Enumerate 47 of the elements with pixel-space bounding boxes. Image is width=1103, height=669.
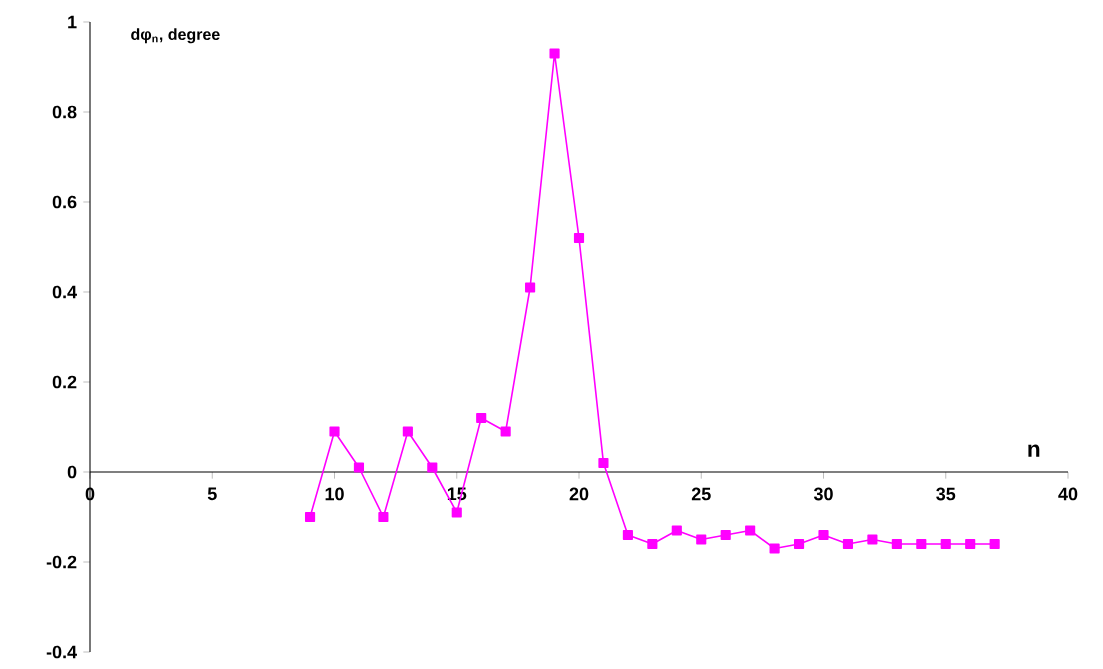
point bbox=[769, 543, 780, 554]
x-tick-label: 0 bbox=[85, 487, 95, 501]
point bbox=[525, 282, 536, 293]
x-tick-label: 30 bbox=[813, 487, 833, 501]
point bbox=[647, 538, 658, 550]
y-tick-label: 0.4 bbox=[52, 285, 77, 299]
point bbox=[842, 538, 854, 550]
point bbox=[573, 232, 585, 244]
point bbox=[965, 538, 976, 550]
point bbox=[793, 538, 805, 550]
x-tick-label: 10 bbox=[325, 487, 344, 501]
point bbox=[891, 538, 902, 550]
point bbox=[916, 538, 927, 550]
point bbox=[720, 529, 731, 541]
y-tick-label: 0.6 bbox=[52, 195, 77, 209]
point bbox=[549, 48, 560, 59]
x-tick-label: 35 bbox=[936, 487, 956, 501]
point bbox=[353, 462, 365, 473]
y-tick-label: 0.2 bbox=[52, 375, 77, 389]
point bbox=[867, 534, 878, 545]
y-tick-label: 0 bbox=[67, 465, 77, 479]
x-axis-title: n bbox=[1028, 444, 1040, 457]
point bbox=[378, 511, 389, 523]
point bbox=[745, 525, 756, 536]
y-tick-label: 1 bbox=[68, 15, 77, 29]
point bbox=[329, 426, 340, 437]
x-tick-label: 5 bbox=[207, 487, 217, 501]
y-tick-label: -0.4 bbox=[46, 645, 77, 659]
y-tick-label: 0.8 bbox=[52, 105, 77, 119]
point bbox=[304, 511, 316, 523]
x-tick-label: 25 bbox=[691, 487, 711, 501]
point bbox=[989, 538, 1000, 550]
point bbox=[451, 507, 462, 518]
point bbox=[622, 529, 633, 541]
point bbox=[818, 529, 829, 541]
point bbox=[696, 534, 707, 545]
point bbox=[598, 457, 609, 469]
point bbox=[427, 462, 438, 473]
point bbox=[671, 525, 682, 536]
point bbox=[402, 426, 413, 437]
x-tick-label: 40 bbox=[1058, 487, 1078, 501]
point bbox=[940, 538, 951, 550]
y-axis-title: dφ$_{n}$, degree bbox=[131, 28, 220, 44]
x-tick-label: 20 bbox=[569, 487, 589, 501]
point bbox=[476, 412, 487, 424]
y-tick-label: -0.2 bbox=[46, 555, 77, 569]
point bbox=[500, 426, 511, 437]
